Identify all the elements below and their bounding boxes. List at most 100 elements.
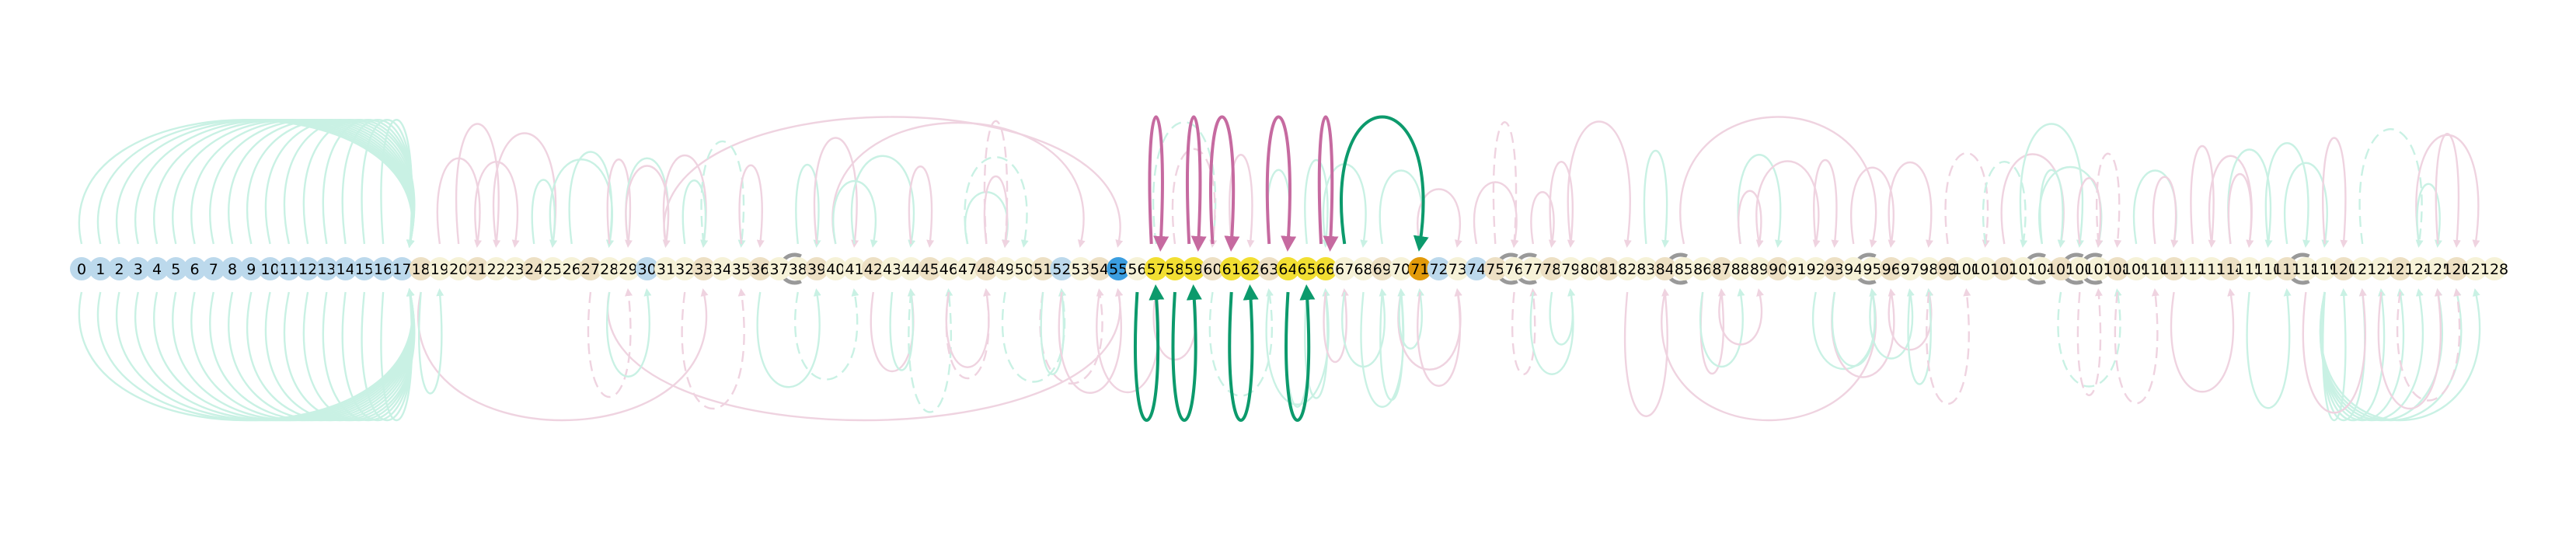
node-122: 122 xyxy=(2367,257,2396,280)
node-circle xyxy=(2313,257,2337,280)
highlighted-edge-61-62 xyxy=(1228,284,1259,422)
edge-arc xyxy=(2208,155,2254,248)
node-circle xyxy=(1370,257,1394,280)
node-126: 126 xyxy=(2442,257,2471,280)
node-label: 127 xyxy=(2462,261,2490,278)
node-circle xyxy=(2125,257,2149,280)
node-label: 50 xyxy=(1015,261,1034,278)
node-circle xyxy=(465,257,490,280)
node-60: 60 xyxy=(1201,257,1225,280)
edge-arc xyxy=(1304,288,1330,399)
edge-arc xyxy=(1661,288,1877,422)
edge-arc xyxy=(2170,288,2236,393)
edge-arc xyxy=(1643,149,1670,248)
node-circle xyxy=(145,257,169,280)
node-label: 88 xyxy=(1731,261,1750,278)
node-35: 35 xyxy=(730,257,754,280)
node-42: 42 xyxy=(861,257,885,280)
node-5: 5 xyxy=(164,257,188,280)
node-circle xyxy=(1521,257,1545,280)
edge-arc xyxy=(2415,134,2480,248)
edge-arc xyxy=(1341,288,1387,367)
node-label: 89 xyxy=(1750,261,1769,278)
node-label: 69 xyxy=(1373,261,1392,278)
node-label: 91 xyxy=(1787,261,1806,278)
edge-arc xyxy=(1304,159,1330,248)
node-64: 64 xyxy=(1276,257,1300,280)
node-21: 21 xyxy=(465,257,490,280)
node-circle xyxy=(333,257,357,280)
node-circle xyxy=(1577,257,1602,280)
node-label: 13 xyxy=(317,261,336,278)
node-label: 63 xyxy=(1260,261,1278,278)
node-circle xyxy=(2162,257,2186,280)
node-51: 51 xyxy=(1031,257,1055,280)
node-71: 71 xyxy=(1408,257,1432,280)
node-label: 19 xyxy=(430,261,449,278)
node-label: 71 xyxy=(1410,261,1429,278)
node-label: 40 xyxy=(826,261,845,278)
node-label: 4 xyxy=(152,261,162,278)
node-label: 2 xyxy=(114,261,124,278)
node-label: 103 xyxy=(2009,261,2037,278)
edge-arc xyxy=(832,179,878,248)
node-81: 81 xyxy=(1596,257,1620,280)
node-68: 68 xyxy=(1351,257,1375,280)
edge-arc xyxy=(492,132,558,248)
node-circle xyxy=(409,257,433,280)
node-label: 6 xyxy=(190,261,200,278)
node-label: 126 xyxy=(2442,261,2470,278)
node-125: 125 xyxy=(2424,257,2452,280)
node-61: 61 xyxy=(1219,257,1243,280)
node-74: 74 xyxy=(1465,257,1489,280)
node-39: 39 xyxy=(805,257,829,280)
node-label: 7 xyxy=(209,261,218,278)
node-label: 58 xyxy=(1166,261,1184,278)
node-label: 67 xyxy=(1335,261,1354,278)
node-label: 101 xyxy=(1971,261,1999,278)
node-label: 20 xyxy=(449,261,468,278)
node-label: 46 xyxy=(939,261,958,278)
node-98: 98 xyxy=(1917,257,1941,280)
node-circle xyxy=(2294,257,2318,280)
edge-arc xyxy=(1492,121,1518,248)
node-circle xyxy=(2049,257,2073,280)
node-label: 73 xyxy=(1448,261,1467,278)
node-45: 45 xyxy=(918,257,942,280)
node-circle xyxy=(1596,257,1620,280)
node-label: 5 xyxy=(171,261,180,278)
edge-arc xyxy=(2435,133,2461,248)
node-63: 63 xyxy=(1257,257,1281,280)
node-18: 18 xyxy=(409,257,433,280)
background-edges xyxy=(78,116,2481,422)
node-circle xyxy=(1974,257,1998,280)
node-48: 48 xyxy=(974,257,999,280)
highlighted-edge-60-61 xyxy=(1209,115,1240,252)
edge-arc xyxy=(2321,288,2367,422)
edge-arc xyxy=(908,288,953,413)
node-115: 115 xyxy=(2236,257,2264,280)
node-label: 94 xyxy=(1844,261,1863,278)
node-127: 127 xyxy=(2462,257,2490,280)
node-label: 74 xyxy=(1467,261,1486,278)
node-label: 1 xyxy=(96,261,105,278)
node-53: 53 xyxy=(1068,257,1093,280)
node-label: 75 xyxy=(1486,261,1504,278)
node-label: 11 xyxy=(280,261,298,278)
node-label: 106 xyxy=(2065,261,2093,278)
node-9: 9 xyxy=(239,257,263,280)
node-circle xyxy=(371,257,396,280)
node-43: 43 xyxy=(880,257,905,280)
node-circle xyxy=(2030,257,2054,280)
node-circle xyxy=(2483,257,2506,280)
node-label: 17 xyxy=(392,261,411,278)
edge-arc xyxy=(1398,288,1424,350)
node-label: 10 xyxy=(260,261,279,278)
node-label: 113 xyxy=(2198,261,2226,278)
edge-arc xyxy=(793,288,859,381)
node-label: 0 xyxy=(77,261,86,278)
node-circle xyxy=(1559,257,1583,280)
node-label: 45 xyxy=(921,261,939,278)
node-28: 28 xyxy=(598,257,622,280)
